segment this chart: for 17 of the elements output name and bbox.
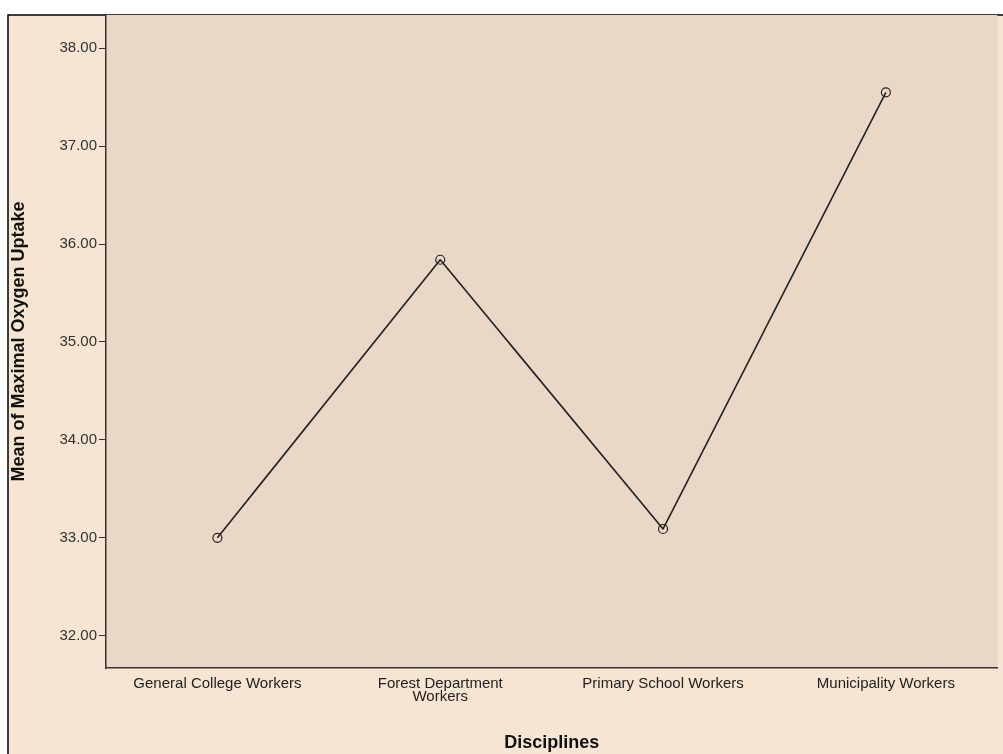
y-tick-label: 35.00 bbox=[59, 332, 97, 350]
x-axis-title: Disciplines bbox=[504, 732, 600, 753]
y-tick-label: 34.00 bbox=[59, 430, 97, 448]
y-tick-label: 37.00 bbox=[59, 136, 97, 154]
y-tick-label: 33.00 bbox=[59, 527, 97, 545]
point bbox=[212, 532, 223, 543]
point bbox=[435, 254, 446, 265]
point bbox=[880, 87, 891, 98]
x-tick-label: General College Workers bbox=[133, 673, 302, 691]
x-tick-label: Municipality Workers bbox=[816, 673, 955, 691]
y-tick-label: 38.00 bbox=[59, 38, 97, 56]
y-tick-label: 36.00 bbox=[59, 234, 97, 252]
x-tick-label: Primary School Workers bbox=[582, 673, 744, 691]
x-tick-label: Forest Department Workers bbox=[377, 673, 504, 705]
y-tick-label: 32.00 bbox=[59, 625, 97, 643]
y-axis-title: Mean of Maximal Oxygen Uptake bbox=[7, 201, 28, 482]
point bbox=[657, 523, 669, 535]
